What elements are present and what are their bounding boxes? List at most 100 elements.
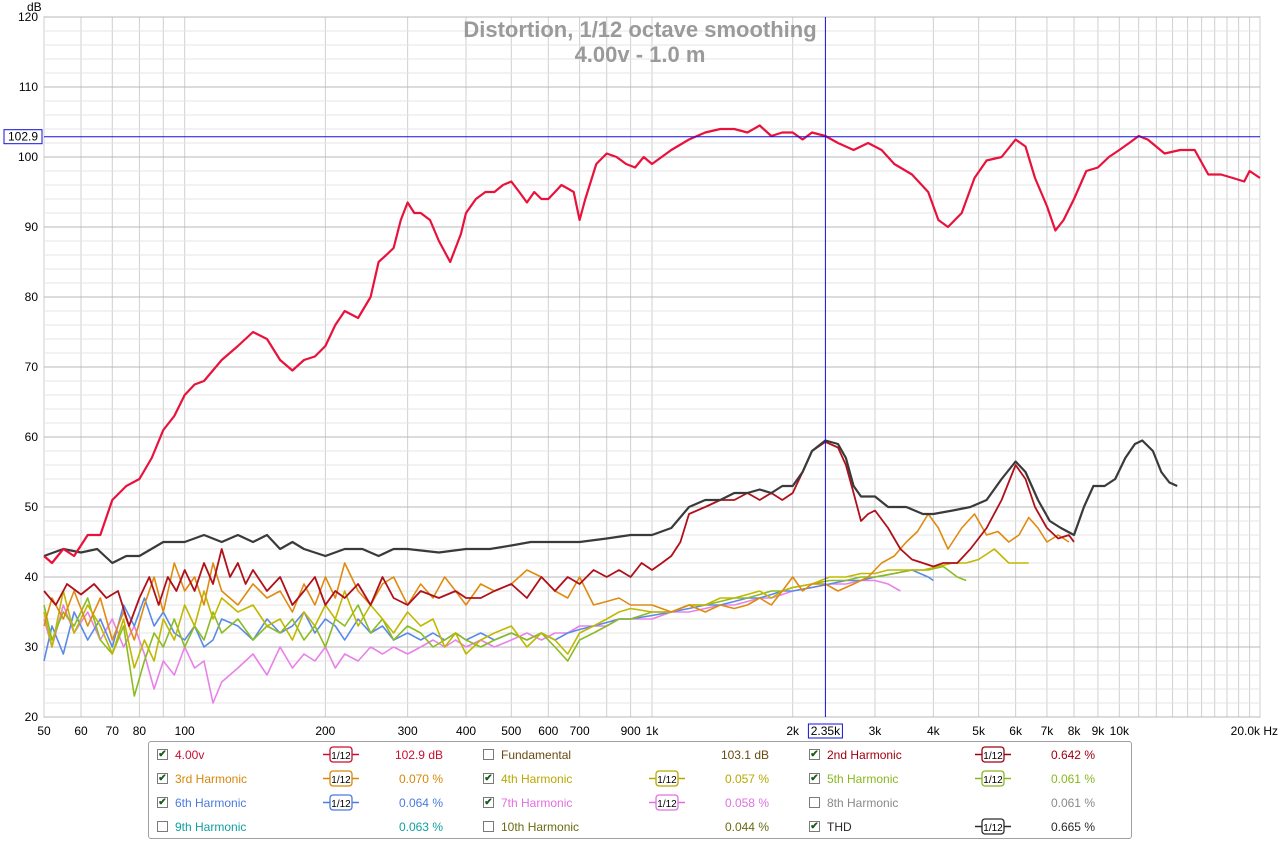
x-tick-label: 300 [398,724,418,738]
x-tick-label: 8k [1068,724,1082,738]
legend-label: 4th Harmonic [501,772,573,786]
legend-entry: ✔ THD 1/12 0.665 % [807,815,1127,839]
legend-entry: ✔ 5th Harmonic 1/12 0.061 % [807,767,1127,791]
smoothing-label: 1/12 [331,799,351,810]
smoothing-box [655,770,679,787]
legend-value: 0.665 % [1050,820,1095,834]
legend-checkbox[interactable] [157,821,168,832]
legend-value: 0.061 % [1050,772,1095,786]
smoothing-button[interactable]: 1/12 [649,794,685,811]
x-tick-label: 60 [74,724,88,738]
legend-label: 2nd Harmonic [827,748,902,762]
smoothing-box [655,794,679,811]
y-tick-label: 20 [25,710,39,724]
legend-checkbox[interactable]: ✔ [483,797,494,808]
series-group [43,124,1261,704]
legend-entry: ✔ 7th Harmonic 1/12 0.058 % [481,791,801,815]
y-axis: 20 30 40 50 60 70 80 90 100 110 120 [18,10,38,724]
y-tick-label: 50 [25,500,39,514]
x-tick-label: 20.0k Hz [1231,724,1278,738]
legend-label: 9th Harmonic [175,820,247,834]
smoothing-button[interactable]: 1/12 [323,770,359,787]
y-tick-label: 30 [25,640,39,654]
x-axis: 50 60 70 80 100 200 300 400 500 600 700 900 1k 2k 3k 4k… [37,724,1278,738]
legend-entry: 9th Harmonic 0.063 % [155,815,475,839]
legend-entry: 8th Harmonic 0.061 % [807,791,1127,815]
x-tick-label: 5k [972,724,986,738]
legend-checkbox[interactable] [809,797,820,808]
legend-label: 6th Harmonic [175,796,247,810]
smoothing-button[interactable]: 1/12 [323,746,359,763]
distortion-chart: 20 30 40 50 60 70 80 90 100 110 120 50 60 70 80 100 200… [3,0,1278,739]
legend-entry: ✔ 4.00v 1/12 102.9 dB [155,743,475,767]
smoothing-box [981,818,1005,835]
x-tick-label: 2k [786,724,800,738]
legend-checkbox[interactable] [483,749,494,760]
series-line-2nd-harmonic [43,441,1075,627]
x-tick-label: 6k [1009,724,1023,738]
x-tick-label: 400 [456,724,476,738]
x-tick-label: 600 [538,724,558,738]
legend-checkbox[interactable]: ✔ [809,821,820,832]
x-tick-label: 3k [869,724,883,738]
x-tick-label: 200 [315,724,335,738]
x-tick-label: 1k [646,724,660,738]
legend-label: 4.00v [175,748,205,762]
legend-label: THD [827,820,852,834]
legend-label: 5th Harmonic [827,772,899,786]
smoothing-button[interactable]: 1/12 [975,818,1011,835]
smoothing-button[interactable]: 1/12 [975,746,1011,763]
cursor-y-readout-box [3,129,43,145]
y-tick-label: 70 [25,360,39,374]
smoothing-label: 1/12 [657,799,677,810]
x-tick-label: 4k [927,724,941,738]
legend-panel: ✔ 4.00v 1/12 102.9 dB Fundamental 103.1 dB ✔ 2n… [148,741,1132,839]
legend-value: 0.057 % [724,772,769,786]
smoothing-label: 1/12 [983,751,1003,762]
x-tick-label: 7k [1041,724,1055,738]
series-line-thd [43,439,1178,565]
x-tick-label: 50 [37,724,51,738]
legend-checkbox[interactable] [483,821,494,832]
smoothing-button[interactable]: 1/12 [649,770,685,787]
legend-entry: Fundamental 103.1 dB [481,743,801,767]
chart-title: Distortion, 1/12 octave smoothing [463,17,816,42]
legend-checkbox[interactable]: ✔ [483,773,494,784]
y-tick-label: 60 [25,430,39,444]
legend-value: 0.070 % [398,772,443,786]
cursor[interactable]: 102.9 2.35k [3,17,1260,739]
smoothing-label: 1/12 [657,775,677,786]
smoothing-label: 1/12 [983,775,1003,786]
legend-label: 10th Harmonic [501,820,580,834]
legend-checkbox[interactable]: ✔ [809,773,820,784]
smoothing-box [329,746,353,763]
legend-checkbox[interactable]: ✔ [157,749,168,760]
y-tick-label: 100 [18,150,38,164]
legend-value: 0.058 % [724,796,769,810]
y-tick-label: 90 [25,220,39,234]
grid [43,16,1261,718]
legend-value: 102.9 dB [394,748,443,762]
chart-subtitle: 4.00v - 1.0 m [575,42,706,67]
legend-checkbox[interactable]: ✔ [157,797,168,808]
legend-label: 7th Harmonic [501,796,573,810]
smoothing-label: 1/12 [983,823,1003,834]
legend-entry: ✔ 4th Harmonic 1/12 0.057 % [481,767,801,791]
legend-entry: ✔ 2nd Harmonic 1/12 0.642 % [807,743,1127,767]
legend-label: 3rd Harmonic [175,772,248,786]
legend-entry: ✔ 6th Harmonic 1/12 0.064 % [155,791,475,815]
legend-entry: ✔ 3rd Harmonic 1/12 0.070 % [155,767,475,791]
smoothing-box [981,746,1005,763]
x-tick-label: 70 [106,724,120,738]
smoothing-button[interactable]: 1/12 [975,770,1011,787]
legend-checkbox[interactable]: ✔ [809,749,820,760]
legend-checkbox[interactable]: ✔ [157,773,168,784]
smoothing-label: 1/12 [331,751,351,762]
series-line-4th-harmonic [43,548,1029,669]
smoothing-label: 1/12 [331,775,351,786]
y-tick-label: 110 [19,80,38,94]
x-tick-label: 100 [175,724,195,738]
legend-value: 0.064 % [398,796,443,810]
smoothing-button[interactable]: 1/12 [323,794,359,811]
series-line-7th-harmonic [43,579,901,704]
